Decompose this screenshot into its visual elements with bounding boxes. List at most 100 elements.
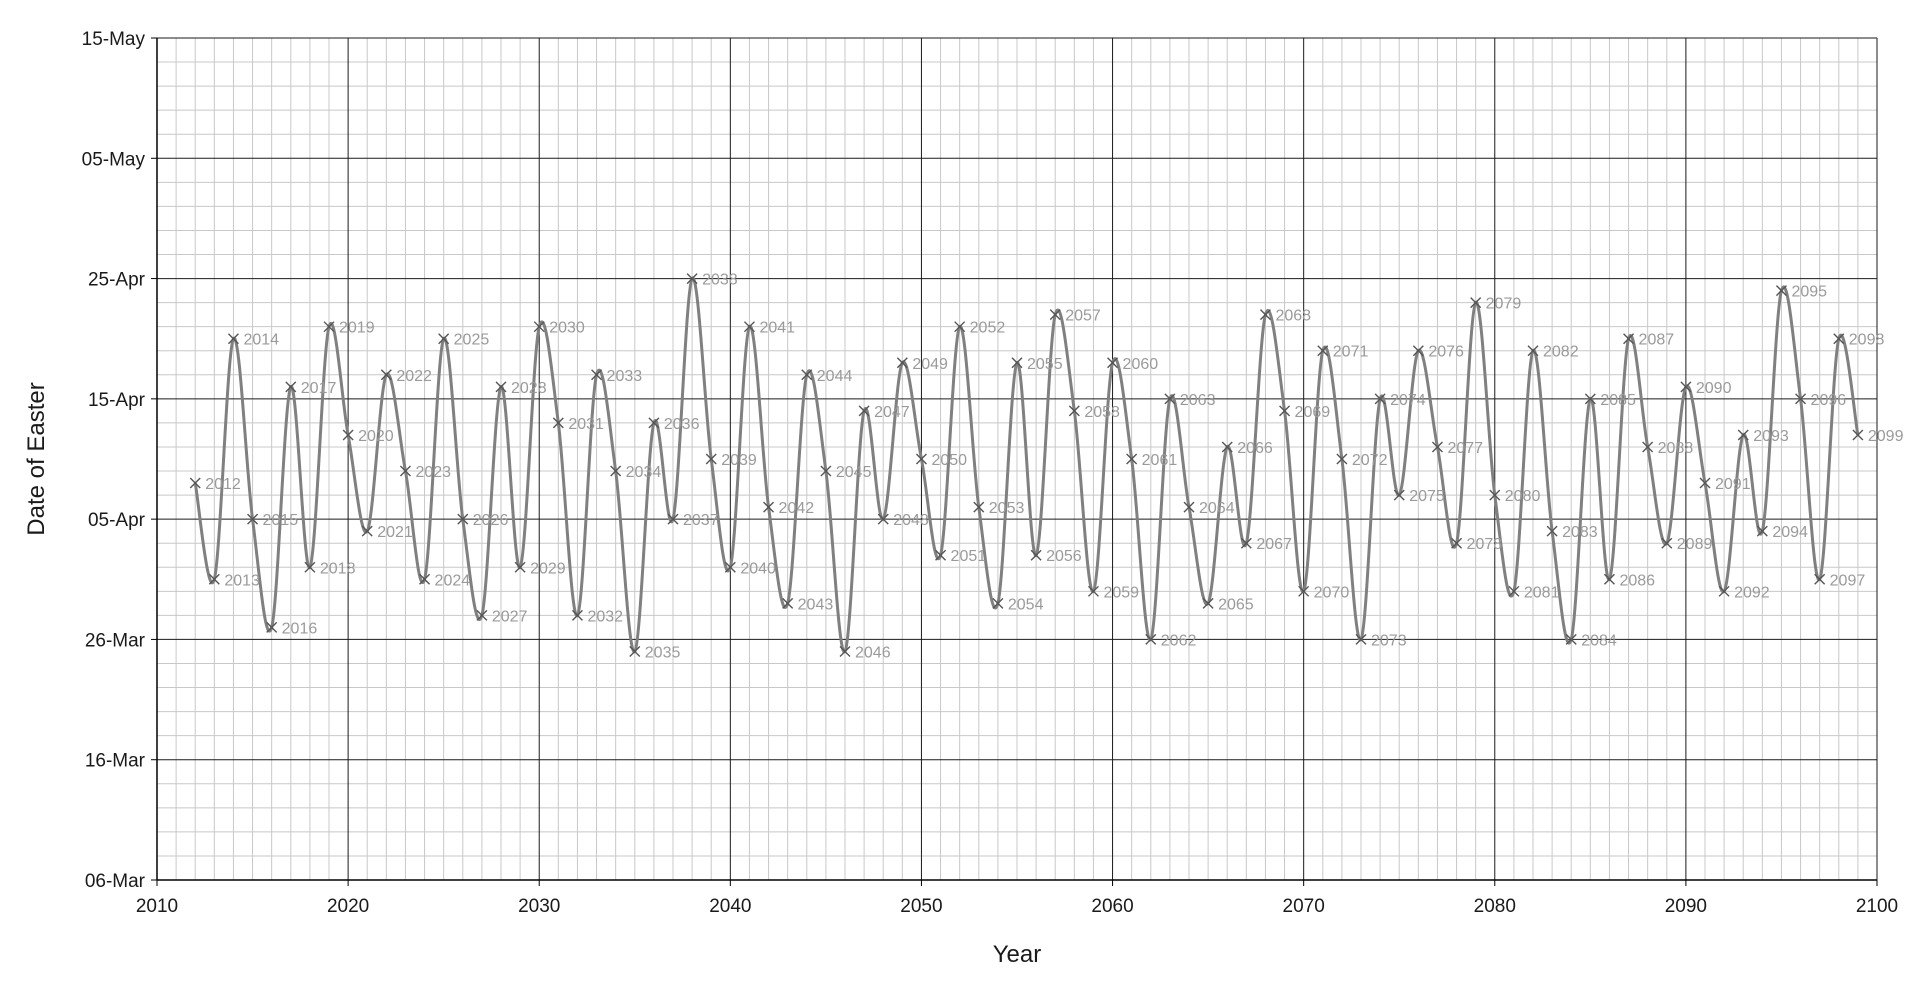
- data-point-marker: [1508, 585, 1520, 597]
- data-point-label: 2052: [970, 320, 1006, 337]
- data-point-label: 2056: [1046, 548, 1082, 565]
- data-point-label: 2057: [1065, 308, 1101, 325]
- data-point-marker: [1355, 633, 1367, 645]
- data-point-marker: [1240, 537, 1252, 549]
- data-point-marker: [227, 333, 239, 345]
- data-point-label: 2025: [454, 332, 490, 349]
- series-markers: [189, 273, 1864, 657]
- data-point-label: 2042: [779, 500, 815, 517]
- x-tick-label: 2100: [1856, 896, 1898, 917]
- y-axis-title: Date of Easter: [23, 382, 50, 535]
- data-point-marker: [1183, 501, 1195, 513]
- data-point-label: 2017: [301, 380, 337, 397]
- data-point-label: 2031: [568, 416, 604, 433]
- data-point-label: 2074: [1390, 392, 1426, 409]
- data-point-marker: [1795, 393, 1807, 405]
- data-point-marker: [763, 501, 775, 513]
- data-point-marker: [820, 465, 832, 477]
- data-point-label: 2059: [1103, 584, 1139, 601]
- data-point-marker: [1699, 477, 1711, 489]
- y-tick-label: 15-Apr: [88, 390, 146, 411]
- axes: 2010 2020 2030 2040 2050 2060 2070 2080 2090 2100…: [82, 29, 1899, 917]
- data-point-marker: [1107, 357, 1119, 369]
- data-point-label: 2063: [1180, 392, 1216, 409]
- data-point-marker: [1470, 297, 1482, 309]
- x-tick-label: 2060: [1091, 896, 1133, 917]
- data-point-marker: [629, 645, 641, 657]
- data-point-marker: [304, 561, 316, 573]
- data-point-label: 2069: [1295, 404, 1331, 421]
- data-point-marker: [476, 609, 488, 621]
- data-point-marker: [954, 321, 966, 333]
- data-point-label: 2087: [1639, 332, 1675, 349]
- data-point-marker: [1623, 333, 1635, 345]
- data-point-marker: [1451, 537, 1463, 549]
- data-point-marker: [1259, 309, 1271, 321]
- data-point-marker: [1374, 393, 1386, 405]
- data-point-label: 2028: [511, 380, 547, 397]
- data-point-label: 2040: [740, 560, 776, 577]
- data-point-label: 2054: [1008, 596, 1044, 613]
- data-point-label: 2049: [912, 356, 948, 373]
- data-point-label: 2046: [855, 644, 891, 661]
- data-point-label: 2086: [1619, 572, 1655, 589]
- data-point-marker: [380, 369, 392, 381]
- data-point-label: 2035: [645, 644, 681, 661]
- data-point-marker: [457, 513, 469, 525]
- data-point-marker: [361, 525, 373, 537]
- data-point-label: 2037: [683, 512, 719, 529]
- data-point-label: 2081: [1524, 584, 1560, 601]
- data-point-marker: [1661, 537, 1673, 549]
- data-point-label: 2090: [1696, 380, 1732, 397]
- data-point-marker: [342, 429, 354, 441]
- y-tick-label: 15-May: [82, 29, 146, 50]
- data-point-label: 2018: [320, 560, 356, 577]
- data-point-label: 2032: [587, 608, 623, 625]
- data-point-label: 2076: [1428, 344, 1464, 361]
- x-tick-label: 2080: [1474, 896, 1516, 917]
- data-point-marker: [801, 369, 813, 381]
- data-point-marker: [1030, 549, 1042, 561]
- data-point-label: 2024: [435, 572, 471, 589]
- series-line: [193, 277, 1860, 653]
- data-point-label: 2050: [931, 452, 967, 469]
- point-labels: 2012 2013 2014 2015 2016 2017 2018 2019 2020 2021…: [205, 272, 1903, 662]
- data-point-label: 2038: [702, 272, 738, 289]
- data-point-marker: [285, 381, 297, 393]
- data-point-marker: [1833, 333, 1845, 345]
- data-point-label: 2033: [607, 368, 643, 385]
- data-point-label: 2073: [1371, 632, 1407, 649]
- data-point-marker: [591, 369, 603, 381]
- data-point-label: 2044: [817, 368, 853, 385]
- data-point-marker: [514, 561, 526, 573]
- data-point-label: 2079: [1486, 296, 1522, 313]
- data-point-marker: [1336, 453, 1348, 465]
- data-point-marker: [1202, 597, 1214, 609]
- data-point-marker: [495, 381, 507, 393]
- data-point-marker: [1164, 393, 1176, 405]
- data-point-marker: [1049, 309, 1061, 321]
- data-point-marker: [1145, 633, 1157, 645]
- data-point-marker: [1298, 585, 1310, 597]
- data-point-label: 2067: [1256, 536, 1292, 553]
- data-point-marker: [1814, 573, 1826, 585]
- data-point-marker: [1317, 345, 1329, 357]
- data-point-marker: [935, 549, 947, 561]
- data-point-label: 2036: [664, 416, 700, 433]
- y-tick-label: 26-Mar: [85, 630, 146, 651]
- data-point-label: 2023: [415, 464, 451, 481]
- data-point-label: 2083: [1562, 524, 1598, 541]
- data-point-marker: [1221, 441, 1233, 453]
- x-tick-label: 2040: [709, 896, 751, 917]
- data-point-label: 2097: [1830, 572, 1866, 589]
- data-point-marker: [1279, 405, 1291, 417]
- series-line-path: [193, 277, 1860, 653]
- x-tick-label: 2070: [1283, 896, 1325, 917]
- data-point-label: 2099: [1868, 428, 1904, 445]
- data-point-marker: [1680, 381, 1692, 393]
- data-point-label: 2075: [1409, 488, 1445, 505]
- data-point-label: 2092: [1734, 584, 1770, 601]
- data-point-label: 2041: [759, 320, 795, 337]
- data-point-label: 2070: [1314, 584, 1350, 601]
- data-point-label: 2051: [951, 548, 987, 565]
